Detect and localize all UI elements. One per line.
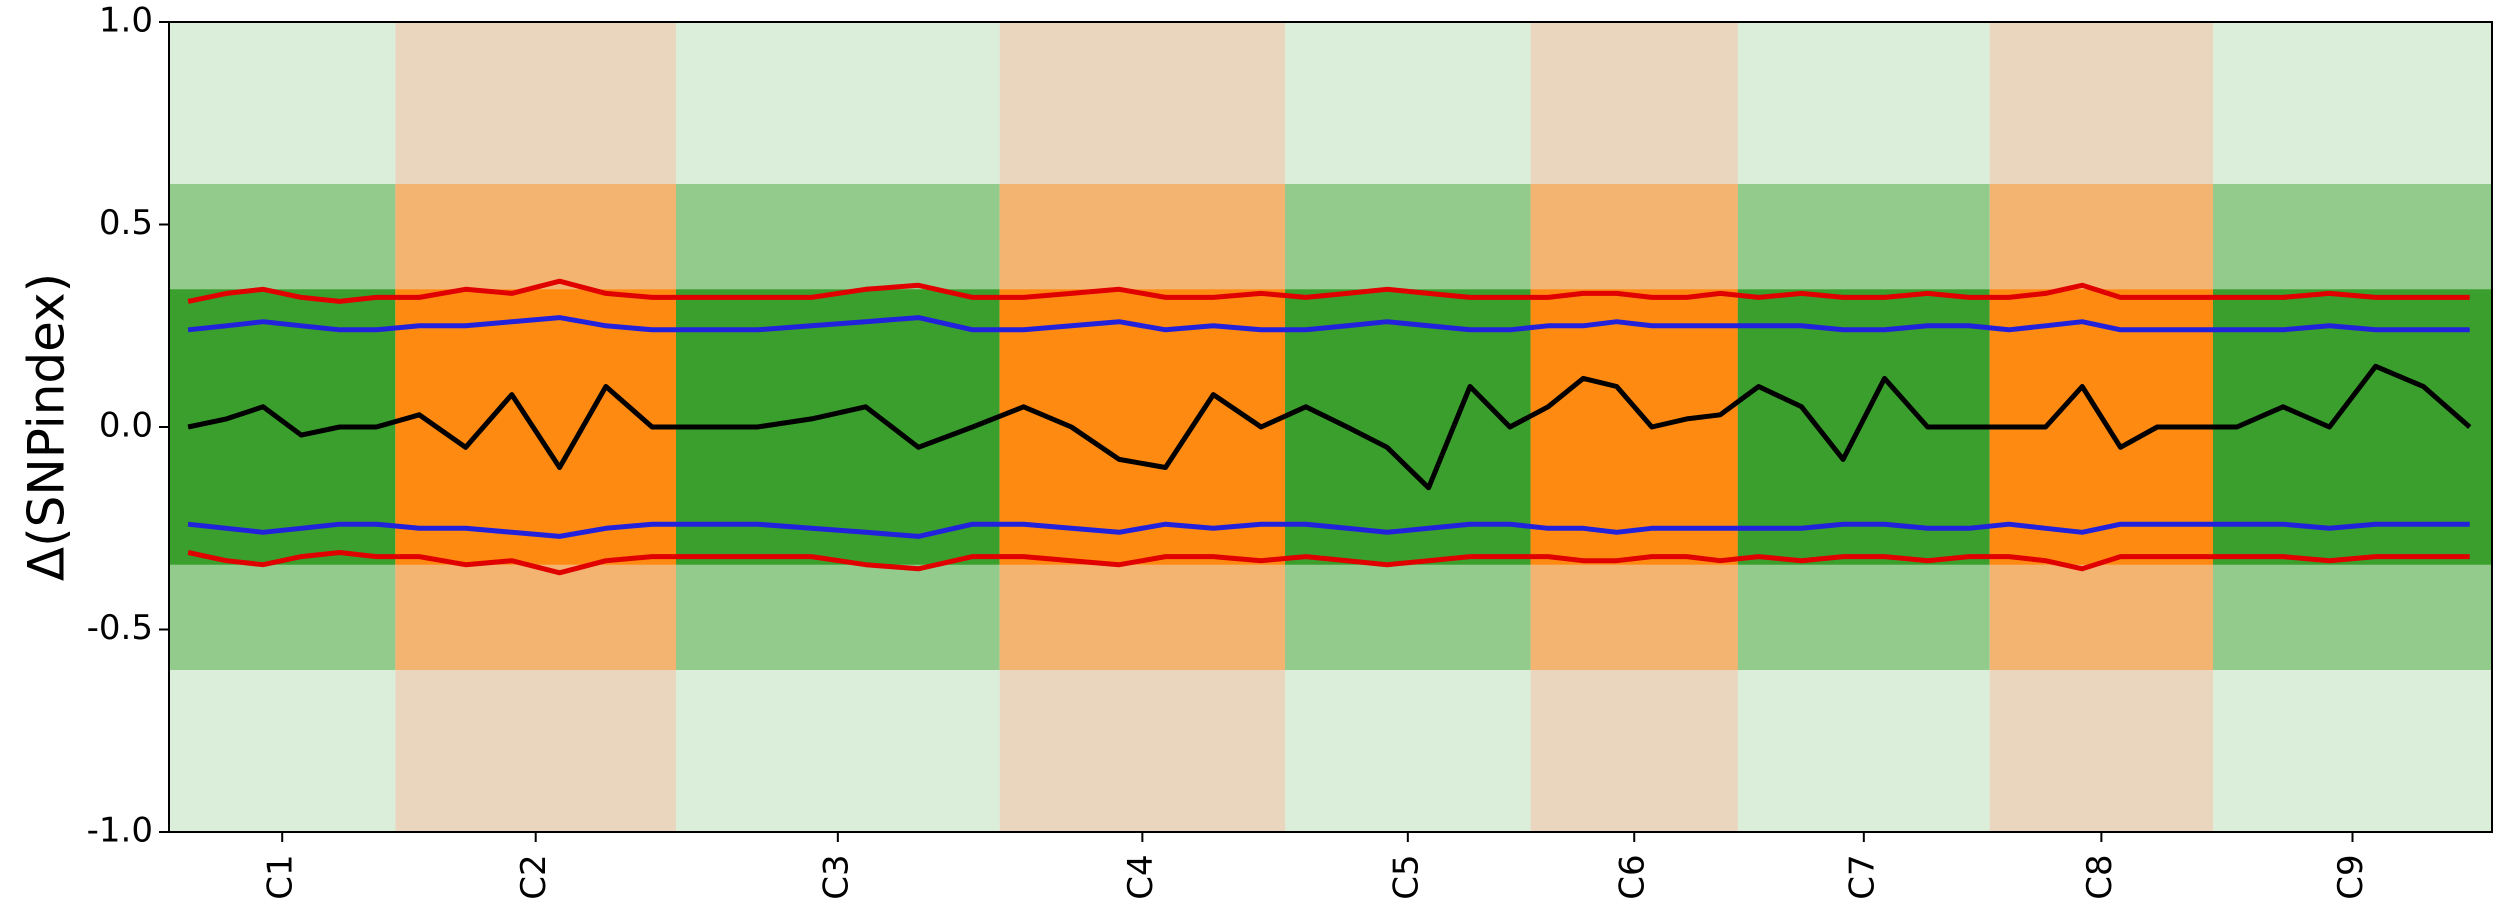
y-tick-label: -1.0	[87, 811, 153, 851]
x-tick-label: C1	[261, 854, 301, 899]
line-series	[187, 550, 2470, 576]
y-tick-label: 0.5	[99, 203, 153, 243]
line-series	[187, 315, 2470, 333]
x-tick-label: C3	[816, 854, 856, 899]
x-tick-label: C8	[2080, 854, 2120, 899]
y-tick-label: 0.0	[99, 406, 153, 446]
dot-cloud-dense	[999, 289, 1286, 565]
y-axis-label: Δ(SNPindex)	[18, 273, 76, 581]
x-tick-label: C9	[2331, 854, 2371, 899]
y-tick-label: -0.5	[87, 608, 153, 648]
x-tick-label: C7	[1842, 854, 1882, 899]
y-tick-label: 1.0	[99, 1, 153, 41]
line-series	[187, 363, 2472, 491]
line-series	[187, 278, 2470, 304]
x-tick-label: C6	[1613, 854, 1653, 899]
dot-cloud-dense	[2212, 289, 2492, 565]
line-series	[187, 521, 2470, 539]
x-tick-label: C4	[1121, 854, 1161, 899]
x-tick-label: C5	[1386, 854, 1426, 899]
dot-cloud-dense	[1530, 289, 1738, 565]
dot-cloud-dense	[1285, 289, 1531, 565]
x-tick-label: C2	[514, 854, 554, 899]
